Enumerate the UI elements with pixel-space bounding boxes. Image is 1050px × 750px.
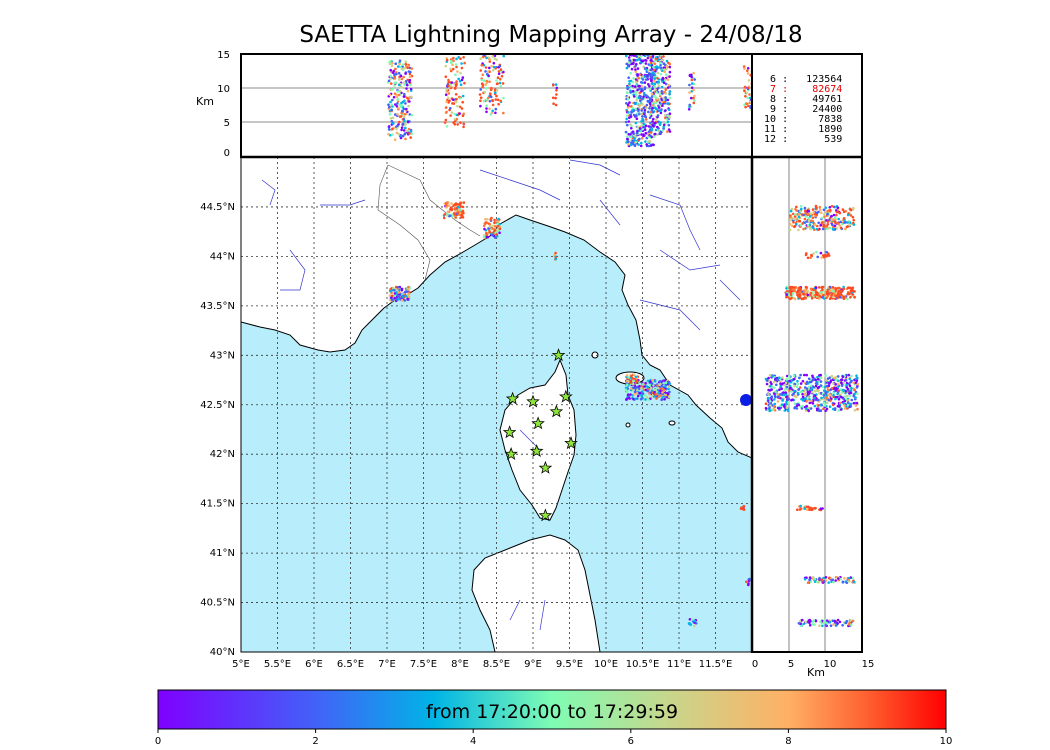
flash-count-row: 8 : 49761 [758, 95, 860, 105]
colorbar-tick-label: 6 [628, 736, 634, 747]
latitude-tick-label: 40°N [210, 647, 235, 658]
colorbar-tick-label: 8 [785, 736, 791, 747]
flash-count-value: 1890 [788, 124, 843, 135]
flash-count-label: 8 : [758, 94, 789, 105]
flash-count-row: 9 : 24400 [758, 105, 860, 115]
flash-count-value: 539 [788, 134, 843, 145]
altitude-tick-label: 0 [224, 148, 230, 159]
flash-count-row: 6 : 123564 [758, 75, 860, 85]
colorbar-label: from 17:20:00 to 17:29:59 [425, 701, 679, 723]
colorbar-tick-label: 2 [312, 736, 318, 747]
profile-tick-labels: 0 5 10 15 [752, 659, 875, 670]
colorbar-tick-label: 0 [155, 736, 161, 747]
flash-count-value: 49761 [788, 94, 843, 105]
colorbar-ticks: 0 2 4 6 8 10 [155, 729, 953, 747]
profile-unit-label: Km [807, 666, 825, 679]
montecristo-island [625, 422, 631, 428]
flash-count-label: 6 : [758, 74, 789, 85]
profile-tick-label: 5 [788, 659, 794, 670]
profile-tick-label: 0 [752, 659, 758, 670]
latitude-tick-label: 44°N [210, 251, 235, 262]
latitude-tick-label: 41.5°N [200, 499, 235, 510]
station-star [538, 460, 553, 474]
colorbar-tick-label: 4 [470, 736, 476, 747]
sardinia [471, 534, 601, 652]
longitude-tick-label: 5°E [232, 659, 250, 670]
altitude-unit-label: Km [196, 95, 214, 108]
station-star [564, 436, 578, 450]
station-star [558, 389, 573, 403]
flash-count-value: 123564 [788, 74, 843, 85]
longitude-tick-label: 7°E [378, 659, 396, 670]
longitude-tick-labels: 5°E 5.5°E 6°E 6.5°E 7°E 7.5°E 8°E 8.5°E 9°E 9.5°E… [232, 659, 732, 670]
latitude-tick-label: 43.5°N [200, 301, 235, 312]
station-star [502, 425, 517, 439]
flash-count-label: 10 : [758, 114, 789, 125]
flash-count-label: 7 : [758, 84, 789, 95]
flash-count-value: 24400 [788, 104, 843, 115]
corsica [499, 358, 577, 521]
longitude-tick-label: 10°E [594, 659, 618, 670]
station-markers [502, 348, 578, 522]
latitude-tick-label: 43°N [210, 350, 235, 361]
longitude-tick-label: 11°E [667, 659, 691, 670]
flash-count-row: 11 : 1890 [758, 125, 860, 135]
longitude-tick-label: 6°E [305, 659, 323, 670]
altitude-lightning-clusters [386, 54, 754, 148]
flash-count-row: 10 : 7838 [758, 115, 860, 125]
station-star [531, 416, 545, 430]
flash-count-label: 12 : [758, 134, 789, 145]
altitude-panel [241, 54, 754, 148]
flash-count-row: 7 : 82674 [758, 85, 860, 95]
rivers [261, 159, 741, 631]
latitude-tick-label: 42°N [210, 449, 235, 460]
longitude-tick-label: 6.5°E [337, 659, 364, 670]
station-star [551, 348, 566, 362]
longitude-tick-label: 7.5°E [410, 659, 437, 670]
station-star [538, 508, 553, 522]
latitude-tick-label: 41°N [210, 548, 235, 559]
country-border [377, 164, 481, 281]
flash-count-value: 7838 [788, 114, 843, 125]
colorbar-tick-label: 10 [940, 736, 953, 747]
colorbar [157, 689, 947, 730]
profile-tick-label: 15 [862, 659, 875, 670]
latitude-tick-label: 40.5°N [200, 598, 235, 609]
altitude-tick-label: 15 [217, 50, 230, 61]
flash-count-row: 12 : 539 [758, 135, 860, 145]
graticule [241, 157, 752, 652]
longitude-tick-label: 5.5°E [264, 659, 291, 670]
map-panel [241, 157, 752, 652]
map-lightning-clusters [388, 201, 752, 628]
latitude-tick-labels: 40°N 40.5°N 41°N 41.5°N 42°N 42.5°N 43°N 43.5°N… [200, 202, 235, 658]
longitude-tick-label: 10.5°E [626, 659, 660, 670]
chart-title: SAETTA Lightning Mapping Array - 24/08/1… [299, 22, 803, 48]
station-star [504, 447, 518, 461]
latitude-tick-label: 42.5°N [200, 400, 235, 411]
giglio-island [668, 420, 676, 426]
station-star [529, 444, 544, 458]
flash-count-table: 6 : 123564 7 : 82674 8 : 49761 9 : 24400… [758, 75, 860, 145]
altitude-tick-labels: 0 5 10 15 [217, 50, 230, 159]
station-star [505, 391, 520, 405]
altitude-tick-label: 5 [224, 118, 230, 129]
flash-count-label: 9 : [758, 104, 789, 115]
flash-count-value: 82674 [788, 84, 843, 95]
longitude-tick-label: 8°E [451, 659, 469, 670]
longitude-tick-label: 8.5°E [483, 659, 510, 670]
longitude-tick-label: 9°E [524, 659, 542, 670]
altitude-tick-label: 10 [217, 84, 230, 95]
mainland [241, 157, 752, 459]
flash-count-label: 11 : [758, 124, 789, 135]
station-star [526, 394, 540, 408]
profile-tick-label: 10 [824, 659, 837, 670]
profile-panel [764, 157, 860, 652]
longitude-tick-label: 9.5°E [556, 659, 583, 670]
profile-lightning-clusters [764, 204, 860, 628]
station-star [549, 404, 564, 418]
longitude-tick-label: 11.5°E [699, 659, 733, 670]
latitude-tick-label: 44.5°N [200, 202, 235, 213]
